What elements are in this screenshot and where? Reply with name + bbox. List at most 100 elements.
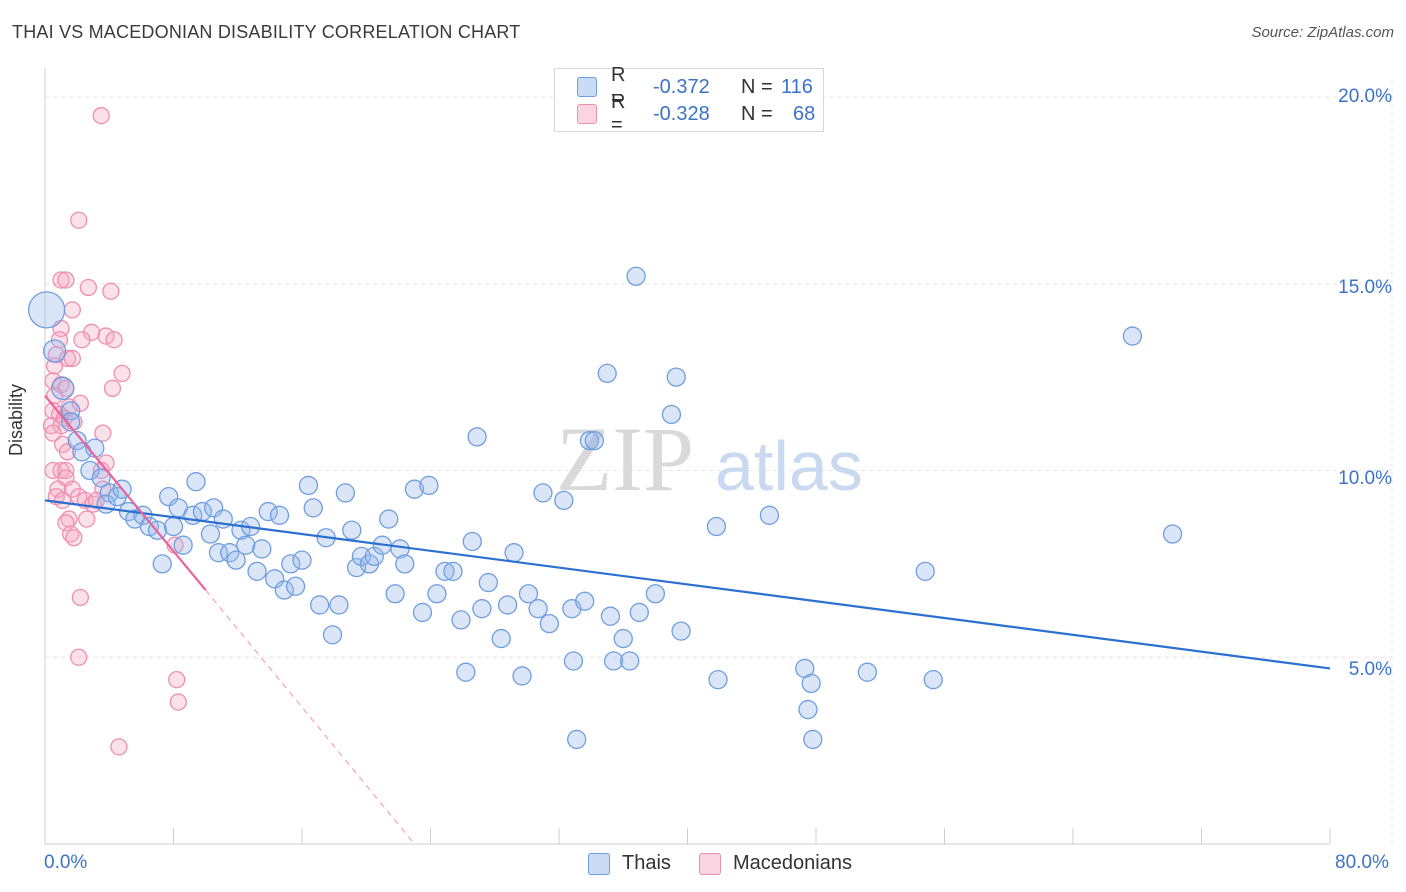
macedonians-point xyxy=(113,364,131,383)
r-value: -0.328 xyxy=(653,102,710,125)
thais-point xyxy=(173,535,193,555)
thais-point xyxy=(247,561,267,581)
macedonians-point xyxy=(169,693,187,711)
thais-point xyxy=(61,401,81,421)
macedonians-point xyxy=(105,331,123,349)
macedonians-point xyxy=(102,282,120,300)
thais-point xyxy=(1162,524,1183,544)
thais-point xyxy=(342,520,362,540)
n-value: 68 xyxy=(793,102,816,125)
thais-point xyxy=(661,404,682,425)
r-label: R = xyxy=(611,64,626,109)
axes xyxy=(44,68,1331,845)
macedonians-point xyxy=(70,211,88,229)
macedonians-points xyxy=(42,107,187,756)
legend-item-macedonians[interactable]: Macedonians xyxy=(699,852,852,875)
thais-point xyxy=(456,662,476,682)
chart-title: THAI VS MACEDONIAN DISABILITY CORRELATIO… xyxy=(12,22,521,42)
r-label: R = xyxy=(611,91,626,136)
thais-point xyxy=(208,543,229,563)
thais-point xyxy=(671,621,691,641)
macedonians-point xyxy=(103,379,122,397)
y-tick-label: 15.0% xyxy=(1338,277,1392,298)
macedonians-trend-line xyxy=(44,395,207,591)
correlation-legend: R = -0.372 N = 116 R = -0.328 N = 68 xyxy=(554,64,824,136)
thais-point xyxy=(226,550,246,570)
thais-point xyxy=(575,591,595,611)
thais-point xyxy=(472,599,492,619)
thais-point xyxy=(533,483,553,503)
thais-point xyxy=(404,479,425,499)
thais-point xyxy=(427,584,447,604)
thais-point xyxy=(364,546,384,567)
thais-point xyxy=(462,531,482,552)
thais-point xyxy=(200,524,221,544)
thais-point xyxy=(395,554,415,574)
thais-point xyxy=(497,595,518,615)
n-value: 116 xyxy=(781,75,813,98)
thais-legend-swatch xyxy=(588,852,610,875)
y-tick-label: 10.0% xyxy=(1338,468,1392,489)
thais-point xyxy=(385,584,405,604)
thais-point xyxy=(310,595,330,615)
macedonians-point xyxy=(78,510,96,528)
thais-point xyxy=(42,339,67,363)
thais-point xyxy=(419,475,439,496)
thais-point xyxy=(412,602,433,623)
legend-label: Thais xyxy=(622,852,671,874)
thais-point xyxy=(329,595,349,615)
thais-point xyxy=(554,490,574,511)
x-tick-label-min: 0.0% xyxy=(44,852,88,873)
thais-point xyxy=(798,699,818,720)
thais-point xyxy=(708,670,728,690)
n-label: N = xyxy=(741,75,773,98)
r-value: -0.372 xyxy=(653,75,710,98)
thais-point xyxy=(91,468,111,488)
macedonians-point xyxy=(57,514,75,532)
thais-point xyxy=(923,670,943,690)
source-credit: Source: ZipAtlas.com xyxy=(1251,24,1394,41)
thais-point xyxy=(258,501,278,522)
thais-point xyxy=(478,572,498,593)
thais-point xyxy=(27,291,66,329)
thais-point xyxy=(597,363,617,384)
thais-point xyxy=(61,412,81,432)
thais-point xyxy=(67,430,87,451)
thais-point xyxy=(51,376,75,400)
grid-lines xyxy=(45,80,1393,844)
thais-point xyxy=(435,561,455,581)
thais-point xyxy=(584,430,604,451)
macedonians-legend-swatch xyxy=(699,852,721,875)
thais-point xyxy=(579,430,600,451)
legend-row-thais: R = -0.372 N = 116 xyxy=(577,64,813,109)
macedonians-point xyxy=(94,424,112,442)
thais-point xyxy=(152,554,172,574)
x-tick-label-max: 80.0% xyxy=(1335,852,1389,873)
macedonians-point xyxy=(79,278,98,297)
thais-point xyxy=(379,509,399,529)
macedonians-trend-extension xyxy=(205,589,415,845)
thais-point xyxy=(252,539,272,559)
legend-item-thais[interactable]: Thais xyxy=(588,852,671,875)
macedonians-point xyxy=(168,671,186,689)
macedonians-point xyxy=(110,738,128,756)
thais-point xyxy=(567,729,587,750)
thais-point xyxy=(451,610,471,630)
thais-point xyxy=(292,550,312,570)
watermark-atlas: atlas xyxy=(715,427,863,505)
thais-point xyxy=(163,516,184,537)
thais-point xyxy=(613,628,633,649)
thais-point xyxy=(801,673,821,694)
thais-point xyxy=(666,367,686,387)
macedonians-point xyxy=(97,327,115,345)
macedonians-point xyxy=(71,394,89,412)
watermark-zip: ZIP xyxy=(556,408,694,510)
thais-point xyxy=(706,516,727,537)
y-tick-label: 5.0% xyxy=(1348,659,1392,680)
thais-point xyxy=(274,580,294,600)
macedonians-point xyxy=(65,529,83,547)
macedonians-point xyxy=(57,271,75,289)
macedonians-point xyxy=(70,648,88,666)
thais-point xyxy=(281,554,301,574)
thais-point xyxy=(915,561,935,581)
